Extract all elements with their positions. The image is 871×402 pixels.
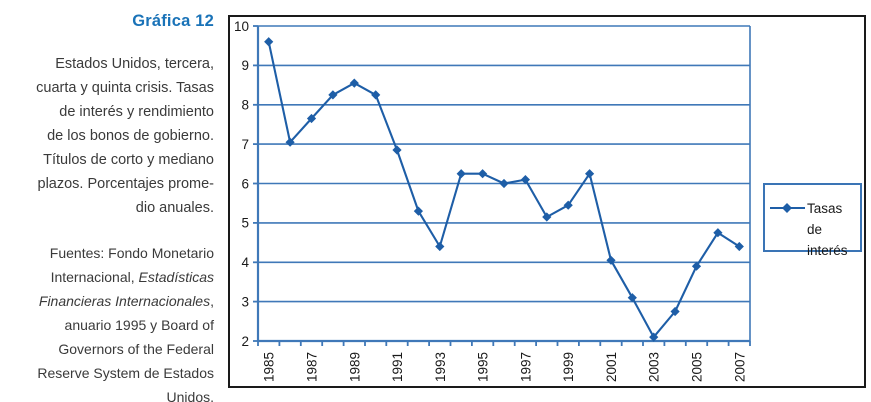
data-point [499,178,509,189]
data-point [520,175,530,185]
data-point [392,145,402,155]
figure-title: Gráfica 12 [132,12,214,30]
x-axis-labels: 1985 1987 1989 1991 1993 1995 1997 1999 2001 2003… [262,352,748,382]
svg-text:3: 3 [241,294,249,309]
axis-lines [256,26,751,341]
svg-text:2003: 2003 [647,352,662,382]
data-point [542,212,552,222]
data-point [456,169,466,179]
svg-text:1991: 1991 [390,352,405,382]
caption-line: dio anuales. [135,200,214,216]
svg-text:4: 4 [241,255,249,270]
y-axis-labels: 2 3 4 5 6 7 8 9 10 [234,19,250,349]
svg-text:2: 2 [241,334,249,349]
data-point [563,200,573,210]
svg-text:5: 5 [241,216,249,231]
series-line [267,41,740,339]
data-point [606,255,616,265]
source-line: anuario 1995 y Board of [64,317,214,333]
caption-line: de los bonos de gobierno. [47,128,214,144]
svg-text:8: 8 [241,98,249,113]
svg-text:1985: 1985 [262,352,277,382]
caption-line: cuarta y quinta crisis. Tasas [36,80,214,96]
svg-text:6: 6 [241,176,249,191]
svg-text:1995: 1995 [476,352,491,382]
data-point [306,113,317,124]
data-point [670,306,680,317]
data-point [713,228,723,238]
caption-line: de interés y rendimiento [59,104,214,120]
data-point [478,169,488,179]
svg-text:1999: 1999 [561,352,576,382]
svg-text:2005: 2005 [690,352,705,382]
x-axis-ticks [257,341,751,346]
source-line: Financieras Internacionales, [38,293,214,309]
data-point [264,37,274,47]
source-line: Reserve System de Estados [37,365,214,381]
svg-text:1989: 1989 [347,352,362,382]
source-line: Internacional, Estadísticas [50,269,214,285]
data-point [349,78,359,88]
svg-text:1993: 1993 [433,352,448,382]
legend-line-marker-icon [770,203,805,213]
chart-frame: 2 3 4 5 6 7 8 9 10 1985 1987 1989 1991 1993 1995 1997 19… [228,15,866,388]
svg-text:7: 7 [241,137,249,152]
series-markers [264,37,744,342]
data-point [413,206,423,216]
data-point [627,293,637,303]
figure-description: Estados Unidos, tercera, cuarta y quinta … [0,52,214,220]
svg-text:10: 10 [234,19,249,34]
figure-sources: Fuentes: Fondo Monetario Internacional, E… [0,241,214,402]
data-point [691,261,702,271]
data-point [435,241,445,252]
caption-column: Gráfica 12 Estados Unidos, tercera, cuart… [0,0,216,402]
legend-label: Tasas de interés [807,201,848,258]
caption-line: Títulos de corto y mediano [43,152,214,168]
svg-text:9: 9 [241,58,249,73]
data-point [734,241,744,252]
source-line: Governors of the Federal [58,341,214,357]
svg-text:1997: 1997 [518,352,533,382]
chart-legend: Tasas de interés [763,183,862,258]
data-point [371,90,381,100]
caption-line: plazos. Porcentajes prome- [37,176,215,192]
svg-text:2001: 2001 [604,352,619,382]
svg-text:1987: 1987 [305,352,320,382]
data-point [585,169,595,179]
caption-line: Estados Unidos, tercera, [55,56,214,72]
svg-text:2007: 2007 [732,352,747,382]
source-line: Fuentes: Fondo Monetario [49,245,214,261]
source-line: Unidos. [166,389,214,402]
data-point [649,332,659,342]
